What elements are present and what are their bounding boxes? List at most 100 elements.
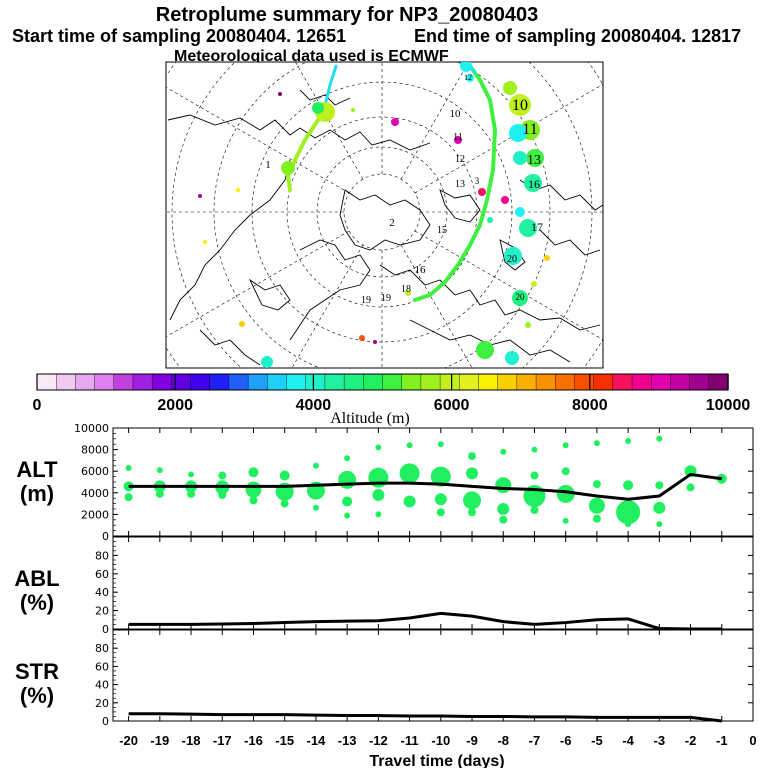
colorbar-cell	[593, 373, 614, 391]
x-tick-label: -2	[685, 733, 697, 748]
coastline-segment	[499, 239, 526, 271]
altitude-bubble	[593, 440, 600, 447]
altitude-bubble	[344, 512, 351, 519]
trajectory-marker	[512, 290, 528, 306]
altitude-bubble	[562, 442, 569, 449]
trajectory-marker	[198, 194, 202, 198]
trajectory-day-label: 2	[389, 217, 395, 229]
y-tick-label: 0	[102, 623, 109, 636]
trajectory-marker	[476, 341, 494, 359]
trajectory-marker	[519, 219, 537, 237]
colorbar-cell	[94, 373, 115, 391]
x-axis: -20 -19 -18 -17 -16 -15 -14 -13 -12 -11 -10 -9 -8 -7-…	[119, 733, 756, 748]
altitude-bubble	[625, 521, 632, 528]
altitude-bubble	[430, 466, 451, 487]
altitude-bubble	[556, 484, 575, 503]
altitude-bubble	[588, 497, 605, 514]
trajectory-marker	[509, 124, 527, 142]
y-tick-label: 20	[95, 605, 109, 618]
colorbar-tick-label: 6000	[434, 397, 470, 414]
altitude-bubble	[530, 471, 539, 480]
trajectory-day-label: 12	[455, 154, 465, 165]
latitude-circle	[213, 62, 551, 368]
x-tick-label: -6	[560, 733, 572, 748]
trajectory-marker	[281, 161, 295, 175]
altitude-bubble	[124, 493, 133, 502]
altitude-bubble	[463, 491, 482, 510]
colorbar-label: Altitude (m)	[330, 410, 410, 427]
trajectory-green-path-right	[413, 64, 498, 302]
altitude-bubble	[399, 463, 420, 484]
trajectory-marker	[261, 356, 273, 368]
altitude-bubble	[375, 444, 382, 451]
trajectory-marker	[525, 322, 531, 328]
altitude-bubble	[531, 446, 538, 453]
y-tick-label: 6000	[81, 465, 109, 478]
map-graticule	[166, 62, 603, 368]
x-tick-label: -7	[529, 733, 541, 748]
altitude-colorbar: 0 2000 4000 6000 8000 10000 Altitude (m)	[33, 373, 750, 427]
trajectory-marker	[466, 74, 474, 82]
series-line-abl	[128, 611, 722, 631]
y-tick-label: 80	[95, 642, 109, 655]
x-tick-label: 0	[749, 733, 756, 748]
colorbar-cell	[171, 373, 192, 391]
trajectory-day-label: 11	[522, 121, 537, 138]
coastline-segment	[539, 229, 601, 256]
x-tick-label: -17	[213, 733, 232, 748]
colorbar-cell	[535, 373, 556, 391]
altitude-bubble	[245, 481, 262, 498]
trajectory-marker	[278, 92, 282, 96]
coastline-segment	[199, 329, 261, 366]
coastline-segment	[439, 189, 481, 223]
altitude-bubble	[125, 464, 132, 471]
trajectory-marker	[524, 174, 542, 192]
altitude-bubble	[437, 441, 444, 448]
panel-ylabel: STR	[15, 659, 59, 684]
altitude-bubble	[372, 488, 385, 501]
trajectory-marker	[359, 335, 365, 341]
altitude-bubble	[495, 477, 512, 494]
altitude-bubble	[468, 452, 477, 461]
trajectory-marker	[460, 62, 472, 72]
colorbar-cell	[555, 373, 576, 391]
colorbar-cell	[670, 373, 691, 391]
y-tick-label: 10000	[74, 422, 109, 435]
coastline-segment	[169, 159, 291, 321]
x-tick-label: -9	[466, 733, 478, 748]
x-tick-label: -20	[119, 733, 138, 748]
x-tick-label: -14	[307, 733, 327, 748]
colorbar-cell	[363, 373, 384, 391]
trajectory-day-label: 15	[437, 225, 447, 236]
altitude-bubble	[468, 508, 477, 517]
altitude-bubble	[686, 483, 695, 492]
altitude-bubble	[403, 495, 416, 508]
y-tick-label: 60	[95, 660, 109, 673]
colorbar-cell	[75, 373, 96, 391]
start-time-label: Start time of sampling 20080404. 12651	[12, 26, 346, 46]
trajectory-day-label: 16	[528, 177, 540, 191]
altitude-bubble	[625, 437, 632, 444]
trajectory-marker	[236, 188, 240, 192]
altitude-bubble	[499, 515, 508, 524]
y-tick-label: 8000	[81, 444, 109, 457]
altitude-bubble	[312, 462, 319, 469]
trajectory-day-label: 13	[527, 153, 541, 168]
colorbar-cell	[267, 373, 288, 391]
x-tick-label: -15	[275, 733, 294, 748]
colorbar-cell	[478, 373, 499, 391]
y-tick-label: 2000	[81, 508, 109, 521]
trajectory-day-label: 17	[531, 220, 543, 234]
colorbar-cell	[228, 373, 249, 391]
trajectory-day-label: 10	[450, 108, 462, 120]
trajectory-marker	[373, 340, 377, 344]
panel-ylabel: ABL	[14, 566, 59, 591]
coastline-segment	[339, 189, 431, 251]
colorbar-cell	[382, 373, 403, 391]
coastline-segment	[299, 89, 351, 106]
altitude-bubble	[279, 470, 290, 481]
trajectory-markers	[198, 62, 550, 368]
colorbar-cell	[151, 373, 173, 391]
